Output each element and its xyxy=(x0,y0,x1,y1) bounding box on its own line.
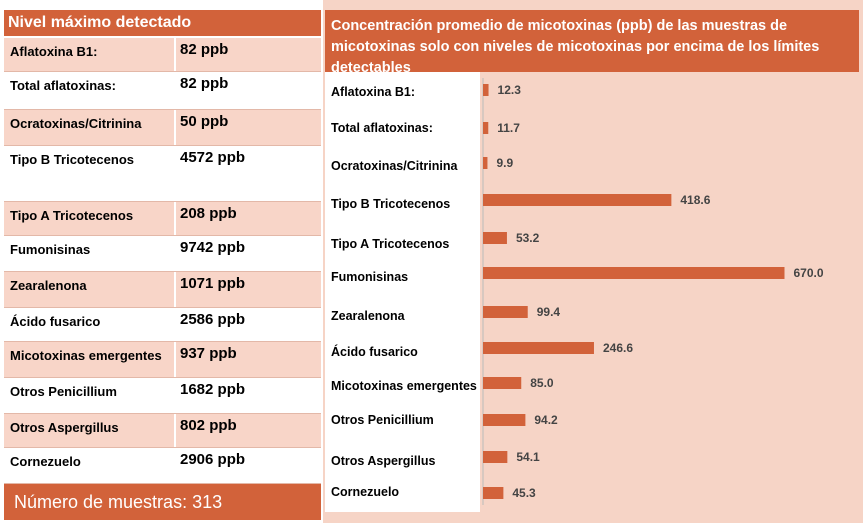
category-label: Otros Aspergillus xyxy=(331,454,435,468)
category-label: Tipo A Tricotecenos xyxy=(331,237,449,251)
bar xyxy=(483,342,594,354)
table-row: Total aflatoxinas: 82 ppb xyxy=(4,72,321,110)
bar xyxy=(483,122,489,134)
max-level-value: 2586 ppb xyxy=(176,308,321,341)
table-row: Zearalenona 1071 ppb xyxy=(4,272,321,308)
table-row: Tipo B Tricotecenos 4572 ppb xyxy=(4,146,321,202)
bar xyxy=(483,157,488,169)
mycotoxin-name: Cornezuelo xyxy=(4,448,174,483)
max-level-value: 208 ppb xyxy=(176,202,321,235)
sample-count-footer: Número de muestras: 313 xyxy=(4,484,321,520)
max-level-value: 82 ppb xyxy=(176,72,321,109)
table-row: Otros Penicillium 1682 ppb xyxy=(4,378,321,414)
mycotoxin-name: Tipo B Tricotecenos xyxy=(4,146,174,201)
data-label: 53.2 xyxy=(516,231,540,245)
mycotoxin-name: Tipo A Tricotecenos xyxy=(4,202,174,235)
data-label: 85.0 xyxy=(530,376,554,390)
category-label: Cornezuelo xyxy=(331,485,399,499)
bar xyxy=(483,232,507,244)
bar xyxy=(483,306,528,318)
data-label: 99.4 xyxy=(537,305,561,319)
max-level-table: Nivel máximo detectado Aflatoxina B1: 82 … xyxy=(0,0,323,523)
mycotoxin-name: Zearalenona xyxy=(4,272,174,307)
bar xyxy=(483,267,785,279)
table-row: Aflatoxina B1: 82 ppb xyxy=(4,38,321,72)
category-label: Micotoxinas emergentes xyxy=(331,379,477,393)
average-concentration-panel: Concentración promedio de micotoxinas (p… xyxy=(323,0,863,523)
mycotoxin-name: Otros Penicillium xyxy=(4,378,174,413)
category-label: Total aflatoxinas: xyxy=(331,121,433,135)
mycotoxin-name: Micotoxinas emergentes xyxy=(4,342,174,377)
category-label: Aflatoxina B1: xyxy=(331,85,415,99)
bar xyxy=(483,487,504,499)
max-level-value: 802 ppb xyxy=(176,414,321,447)
data-label: 45.3 xyxy=(512,486,536,500)
data-label: 670.0 xyxy=(794,266,824,280)
max-level-value: 50 ppb xyxy=(176,110,321,145)
max-level-value: 937 ppb xyxy=(176,342,321,377)
mycotoxin-name: Otros Aspergillus xyxy=(4,414,174,447)
mycotoxin-name: Ocratoxinas/Citrinina xyxy=(4,110,174,145)
table-row: Tipo A Tricotecenos 208 ppb xyxy=(4,202,321,236)
bar xyxy=(483,414,526,426)
table-row: Ocratoxinas/Citrinina 50 ppb xyxy=(4,110,321,146)
category-label-column xyxy=(325,72,480,512)
data-label: 9.9 xyxy=(496,156,513,170)
data-label: 246.6 xyxy=(603,341,633,355)
max-level-value: 4572 ppb xyxy=(176,146,321,201)
bar xyxy=(483,84,489,96)
category-label: Otros Penicillium xyxy=(331,413,434,427)
mycotoxin-name: Ácido fusarico xyxy=(4,308,174,341)
bar xyxy=(483,451,508,463)
data-label: 418.6 xyxy=(680,193,710,207)
table-row: Otros Aspergillus 802 ppb xyxy=(4,414,321,448)
max-level-value: 9742 ppb xyxy=(176,236,321,271)
category-label: Ocratoxinas/Citrinina xyxy=(331,159,458,173)
bar-chart: Aflatoxina B1: 12.3 Total aflatoxinas: 11.7… xyxy=(331,78,824,505)
mycotoxin-name: Total aflatoxinas: xyxy=(4,72,174,109)
max-level-value: 82 ppb xyxy=(176,38,321,71)
category-label: Tipo B Tricotecenos xyxy=(331,197,450,211)
category-label: Ácido fusarico xyxy=(331,344,418,359)
max-level-value: 1682 ppb xyxy=(176,378,321,413)
table-row: Micotoxinas emergentes 937 ppb xyxy=(4,342,321,378)
table-row: Fumonisinas 9742 ppb xyxy=(4,236,321,272)
max-level-value: 2906 ppb xyxy=(176,448,321,483)
table-row: Cornezuelo 2906 ppb xyxy=(4,448,321,484)
category-label: Fumonisinas xyxy=(331,270,408,284)
max-level-value: 1071 ppb xyxy=(176,272,321,307)
category-label: Zearalenona xyxy=(331,309,406,323)
mycotoxin-name: Fumonisinas xyxy=(4,236,174,271)
table-row: Ácido fusarico 2586 ppb xyxy=(4,308,321,342)
bar xyxy=(483,377,522,389)
max-level-header: Nivel máximo detectado xyxy=(4,10,321,36)
data-label: 94.2 xyxy=(534,413,558,427)
data-label: 11.7 xyxy=(497,121,520,135)
mycotoxin-name: Aflatoxina B1: xyxy=(4,38,174,71)
data-label: 12.3 xyxy=(498,83,522,97)
bar xyxy=(483,194,672,206)
data-label: 54.1 xyxy=(516,450,540,464)
